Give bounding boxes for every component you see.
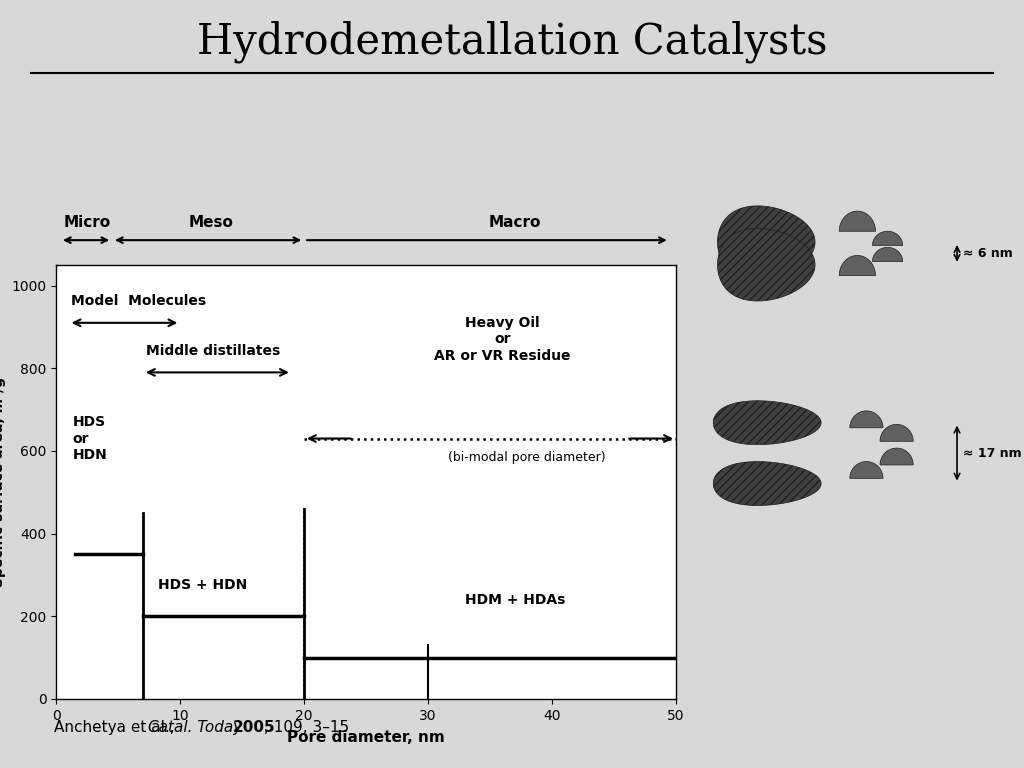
Polygon shape	[850, 462, 883, 478]
Text: Macro: Macro	[488, 215, 541, 230]
X-axis label: Pore diameter, nm: Pore diameter, nm	[287, 730, 445, 744]
Polygon shape	[718, 228, 815, 301]
Text: HDS
or
HDN: HDS or HDN	[73, 415, 108, 462]
Polygon shape	[714, 401, 821, 445]
Text: Middle distillates: Middle distillates	[145, 344, 280, 358]
Y-axis label: Specific surface area, m²/g: Specific surface area, m²/g	[0, 377, 6, 587]
Text: Micro: Micro	[63, 215, 111, 230]
Text: Heavy Oil
or
AR or VR Residue: Heavy Oil or AR or VR Residue	[434, 316, 570, 362]
Text: Catal. Today: Catal. Today	[148, 720, 243, 735]
Polygon shape	[840, 256, 876, 276]
Text: Meso: Meso	[188, 215, 233, 230]
Text: HDS + HDN: HDS + HDN	[158, 578, 247, 592]
Text: ≈ 6 nm: ≈ 6 nm	[963, 247, 1013, 260]
Text: HDM + HDAs: HDM + HDAs	[465, 593, 565, 607]
Polygon shape	[880, 425, 913, 442]
Polygon shape	[872, 247, 903, 261]
Text: Anchetya et al.,: Anchetya et al.,	[54, 720, 179, 735]
Polygon shape	[850, 411, 883, 428]
Polygon shape	[714, 462, 821, 505]
Text: 2005: 2005	[233, 720, 275, 735]
Text: Hydrodemetallation Catalysts: Hydrodemetallation Catalysts	[197, 21, 827, 64]
Text: , 109, 3–15: , 109, 3–15	[264, 720, 349, 735]
Text: (bi-modal pore diameter): (bi-modal pore diameter)	[449, 451, 606, 464]
Text: Model  Molecules: Model Molecules	[72, 294, 206, 309]
Text: ≈ 17 nm: ≈ 17 nm	[963, 447, 1022, 459]
Polygon shape	[872, 231, 903, 246]
Polygon shape	[840, 211, 876, 231]
Polygon shape	[880, 448, 913, 465]
Polygon shape	[718, 206, 815, 279]
